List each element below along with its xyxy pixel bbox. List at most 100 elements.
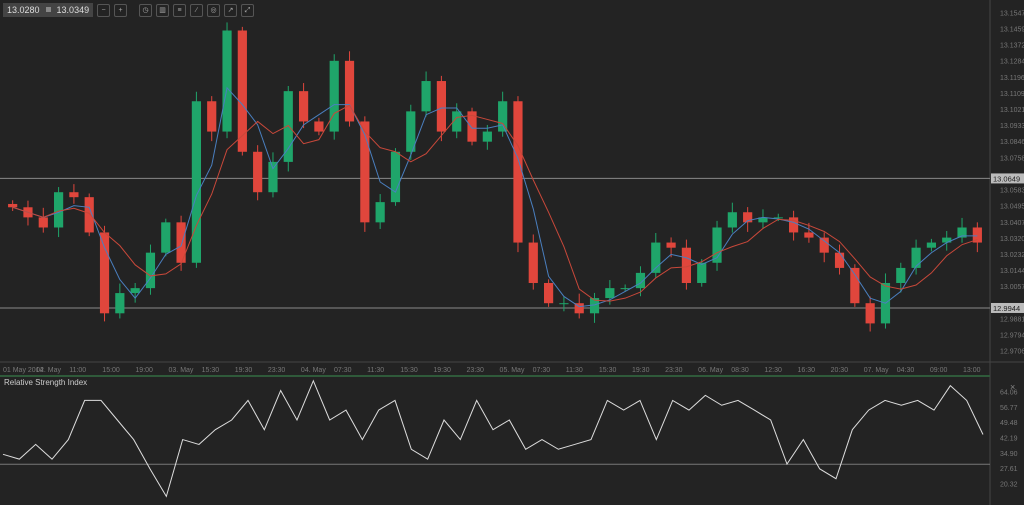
time-tick-label: 07:30 xyxy=(533,367,551,374)
time-tick-label: 23:30 xyxy=(665,367,683,374)
ask-price: 13.0349 xyxy=(56,5,90,15)
candle-down xyxy=(176,222,186,263)
ma-slow-line xyxy=(12,104,978,302)
candle-up xyxy=(482,131,492,142)
indicators-icon[interactable]: ≡ xyxy=(173,3,187,17)
candle-down xyxy=(865,303,875,324)
candle-down xyxy=(574,303,584,314)
quote-box: 13.0280 13.0349 xyxy=(3,3,94,17)
candle-up xyxy=(635,272,646,289)
candle-up xyxy=(896,267,906,283)
candle-up xyxy=(421,81,431,112)
candle-up xyxy=(605,288,615,299)
drawing-icon[interactable]: ∕ xyxy=(190,3,204,17)
candle-down xyxy=(743,212,753,223)
export-icon[interactable]: ↗ xyxy=(224,3,238,17)
rsi-tick-label: 56.77 xyxy=(1000,405,1018,412)
candle-down xyxy=(344,60,355,122)
rsi-close-icon[interactable]: × xyxy=(1010,382,1015,392)
price-tick-label: 13.0846 xyxy=(1000,139,1024,146)
time-tick-label: 04:30 xyxy=(897,367,915,374)
candle-up xyxy=(268,161,278,193)
level-price-tag xyxy=(991,173,1024,184)
time-tick-label: 13:00 xyxy=(963,367,981,374)
candle-down xyxy=(38,217,48,228)
price-tick-label: 13.1284 xyxy=(1000,59,1024,66)
price-tick-label: 13.0583 xyxy=(1000,188,1024,195)
price-tick-label: 13.0933 xyxy=(1000,123,1024,130)
time-tick-label: 23:30 xyxy=(466,367,484,374)
candle-down xyxy=(834,252,845,268)
candle-down xyxy=(544,282,554,304)
time-tick-label: 19:30 xyxy=(235,367,253,374)
rsi-tick-label: 27.61 xyxy=(1000,466,1018,473)
candle-up xyxy=(390,151,401,203)
time-tick-label: 20:30 xyxy=(831,367,849,374)
rsi-tick-label: 42.19 xyxy=(1000,436,1018,443)
candle-up xyxy=(115,293,125,314)
time-tick-label: 07. May xyxy=(864,367,889,374)
rsi-tick-label: 64.06 xyxy=(1000,390,1018,397)
candle-up xyxy=(191,101,201,263)
candle-down xyxy=(299,91,309,122)
zoom-out-icon[interactable]: − xyxy=(97,3,111,17)
objects-icon[interactable]: ◎ xyxy=(207,3,221,17)
candle-up xyxy=(712,227,722,263)
price-tick-label: 13.0144 xyxy=(1000,268,1024,275)
candle-down xyxy=(253,151,263,193)
candle-down xyxy=(819,237,829,253)
time-tick-label: 09:00 xyxy=(930,367,948,374)
candle-up xyxy=(957,227,967,238)
price-tick-label: 13.0320 xyxy=(1000,236,1024,243)
rsi-tick-label: 49.48 xyxy=(1000,420,1018,427)
time-tick-label: 19:30 xyxy=(632,367,650,374)
candle-down xyxy=(237,30,247,152)
time-tick-label: 19:00 xyxy=(135,367,153,374)
chart-type-icon[interactable]: ▥ xyxy=(156,3,170,17)
candle-up xyxy=(758,217,768,223)
candle-down xyxy=(8,203,18,208)
time-tick-label: 19:30 xyxy=(433,367,451,374)
candle-down xyxy=(69,192,79,198)
time-tick-label: 16:30 xyxy=(797,367,815,374)
price-tick-label: 13.1547 xyxy=(1000,10,1024,17)
price-tick-label: 13.0057 xyxy=(1000,284,1024,291)
candle-up xyxy=(697,262,707,283)
price-tick-label: 12.9794 xyxy=(1000,333,1024,340)
time-tick-label: 15:30 xyxy=(400,367,418,374)
candle-up xyxy=(283,91,293,162)
time-tick-label: 08:30 xyxy=(731,367,749,374)
zoom-in-icon[interactable]: + xyxy=(114,3,128,17)
time-tick-label: 11:30 xyxy=(367,367,384,374)
candle-up xyxy=(589,298,600,314)
price-tick-label: 13.1021 xyxy=(1000,107,1024,114)
candle-up xyxy=(926,242,936,248)
candle-down xyxy=(84,197,94,233)
candle-down xyxy=(360,121,370,223)
time-tick-label: 04. May xyxy=(301,367,326,374)
rsi-tick-label: 34.90 xyxy=(1000,451,1018,458)
time-tick-label: 15:30 xyxy=(599,367,617,374)
level-price-tag xyxy=(991,302,1024,313)
candle-down xyxy=(850,267,860,304)
candle-up xyxy=(727,212,737,228)
time-tick-label: 01 May 2014 xyxy=(3,367,44,374)
time-tick-label: 11:30 xyxy=(566,367,583,374)
candle-down xyxy=(207,101,217,132)
candle-down xyxy=(666,242,676,248)
rsi-line xyxy=(2,379,984,498)
expand-icon[interactable]: ⤢ xyxy=(241,3,255,17)
ma-fast-line xyxy=(12,86,978,308)
candle-up xyxy=(406,111,416,152)
candle-up xyxy=(911,247,921,268)
time-tick-label: 12:30 xyxy=(764,367,782,374)
candle-up xyxy=(498,101,508,132)
price-tick-label: 13.1109 xyxy=(1000,91,1024,98)
candle-up xyxy=(942,237,952,243)
timeframe-icon[interactable]: ◷ xyxy=(139,3,153,17)
candle-up xyxy=(651,242,661,273)
candle-down xyxy=(528,242,538,283)
candle-up xyxy=(452,111,462,132)
